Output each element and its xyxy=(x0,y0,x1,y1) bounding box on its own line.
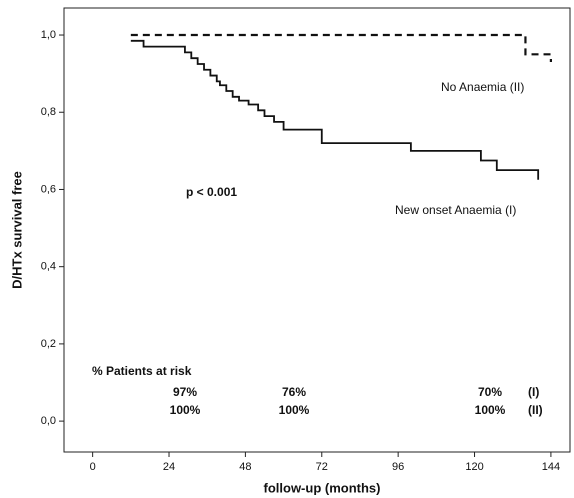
x-tick-label: 120 xyxy=(465,461,483,473)
x-axis-label: follow-up (months) xyxy=(264,480,381,495)
y-axis-label: D/HTx survival free xyxy=(9,171,24,289)
survival-curve xyxy=(130,33,553,63)
plot-frame xyxy=(63,7,571,453)
p-value: p < 0.001 xyxy=(186,185,237,199)
y-tick-label: 0,8 xyxy=(41,106,56,118)
x-tick-label: 72 xyxy=(316,461,328,473)
survival-curve xyxy=(130,39,540,180)
risk-table-cell: 100% xyxy=(475,403,506,417)
risk-table-cell: (I) xyxy=(528,385,539,399)
risk-table-cell: 97% xyxy=(173,385,197,399)
risk-table-cell: (II) xyxy=(528,403,543,417)
x-tick-label: 48 xyxy=(239,461,251,473)
y-tick-label: 0,0 xyxy=(41,415,56,427)
risk-table-title: % Patients at risk xyxy=(92,364,192,378)
risk-table-cell: 70% xyxy=(478,385,502,399)
x-tick-label: 96 xyxy=(392,461,404,473)
y-tick-label: 0,2 xyxy=(41,338,56,350)
series-label: No Anaemia (II) xyxy=(441,80,524,94)
x-tick-label: 144 xyxy=(542,461,560,473)
x-tick-label: 0 xyxy=(90,461,96,473)
y-tick-label: 0,6 xyxy=(41,183,56,195)
series-label: New onset Anaemia (I) xyxy=(395,203,516,217)
x-tick-label: 24 xyxy=(163,461,175,473)
y-tick-label: 0,4 xyxy=(41,261,56,273)
risk-table-cell: 76% xyxy=(282,385,306,399)
risk-table-cell: 100% xyxy=(279,403,310,417)
risk-table-cell: 100% xyxy=(170,403,201,417)
y-tick-label: 1,0 xyxy=(41,29,56,41)
